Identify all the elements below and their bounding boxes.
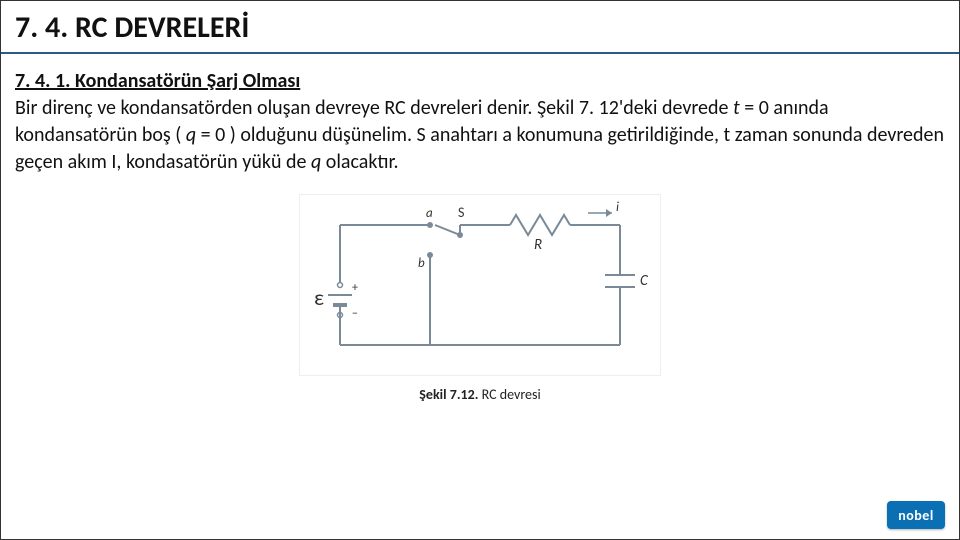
para-part-1: Bir direnç ve kondansatörden oluşan devr… [15, 96, 733, 120]
logo-text: nobel [898, 507, 934, 524]
figure-label: Şekil 7.12. [419, 386, 478, 403]
var-q: q [186, 123, 196, 147]
var-t: t [733, 96, 740, 120]
subsection-heading: 7. 4. 1. Kondansatörün Şarj Olması [15, 69, 300, 93]
label-emf: ε [314, 284, 324, 311]
label-R: R [534, 236, 542, 254]
circuit-diagram: a b S R i C ε + − [299, 194, 661, 376]
publisher-logo: nobel [887, 501, 945, 529]
current-arrow-head [606, 209, 612, 217]
label-C: C [640, 272, 649, 290]
battery-terminal-top [338, 283, 343, 288]
circuit-svg: a b S R i C ε + − [300, 195, 660, 375]
switch-arm [435, 225, 460, 235]
label-a: a [426, 206, 433, 221]
switch-contact-a [427, 222, 433, 228]
figure-caption-text: RC devresi [479, 386, 541, 403]
label-minus: − [352, 307, 358, 321]
body-text: 7. 4. 1. Kondansatörün Şarj Olması Bir d… [1, 54, 959, 405]
label-S: S [458, 204, 464, 221]
var-q2: q [311, 150, 321, 174]
label-i: i [616, 200, 619, 215]
para-part-4: olacaktır. [321, 150, 398, 174]
section-title: 7. 4. RC DEVRELERİ [15, 9, 945, 46]
label-b: b [418, 256, 425, 271]
figure-caption: Şekil 7.12. RC devresi [419, 386, 540, 405]
slide: 7. 4. RC DEVRELERİ 7. 4. 1. Kondansatörü… [0, 0, 960, 540]
resistor [510, 215, 570, 235]
figure-wrap: a b S R i C ε + − Şekil 7.12. RC devresi [15, 194, 945, 405]
title-container: 7. 4. RC DEVRELERİ [1, 1, 959, 54]
label-plus: + [352, 281, 358, 295]
